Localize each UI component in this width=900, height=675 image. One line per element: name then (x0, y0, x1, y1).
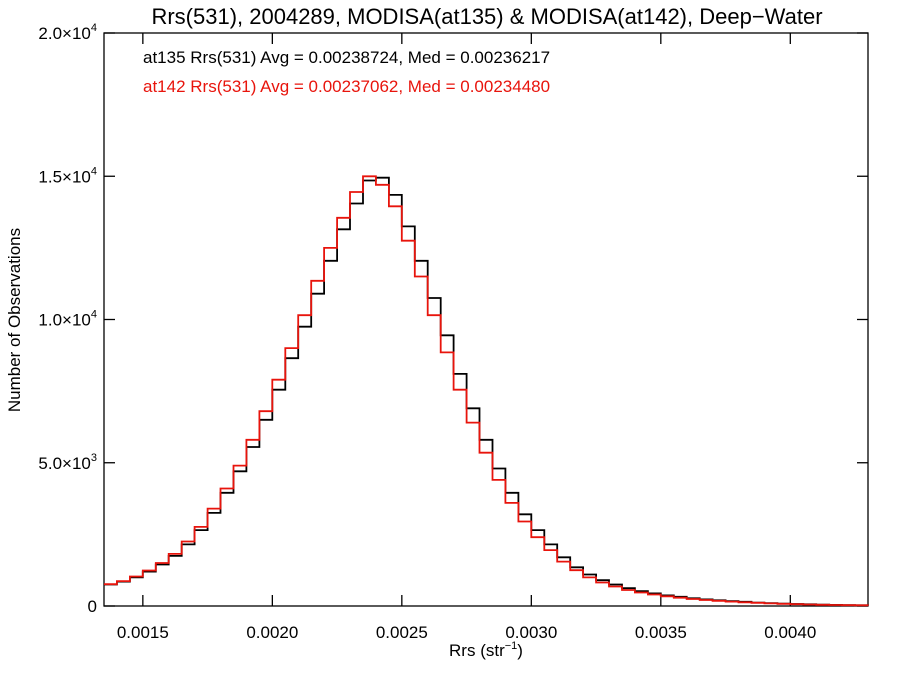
series-1-point (388, 206, 389, 207)
series-1-point (168, 553, 169, 554)
y-tick-label: 2.0×104 (38, 22, 97, 43)
series-line-0 (104, 176, 869, 607)
series-1-point (401, 240, 402, 241)
y-tick-exponent: 3 (91, 452, 97, 464)
y-tick-mantissa: 5.0×10 (38, 454, 90, 473)
series-1-point (375, 184, 376, 185)
y-tick-mantissa: 1.0×10 (38, 311, 90, 330)
series-1-point (479, 452, 480, 453)
series-1-point (220, 488, 221, 489)
series-1-point (829, 604, 830, 605)
series-1-point (544, 550, 545, 551)
series-1-point (583, 577, 584, 578)
series-1-point (337, 217, 338, 218)
series-1-point (842, 605, 843, 606)
y-tick-label: 0 (88, 597, 97, 616)
series-1-point (142, 570, 143, 571)
y-tick-label: 5.0×103 (38, 452, 97, 473)
series-1-point (492, 479, 493, 480)
series-0 (104, 176, 869, 607)
x-axis-label-exponent: −1 (505, 640, 518, 652)
series-1-point (311, 280, 312, 281)
series-1-point (285, 348, 286, 349)
annotations: at135 Rrs(531) Avg = 0.00238724, Med = 0… (143, 48, 550, 96)
annotation-at142: at142 Rrs(531) Avg = 0.00237062, Med = 0… (143, 77, 550, 96)
x-tick-label: 0.0015 (117, 623, 169, 642)
y-tick-exponent: 4 (91, 22, 97, 34)
x-axis-label: Rrs (str−1) (449, 640, 523, 660)
series-1-point (272, 379, 273, 380)
series-1-point (712, 600, 713, 601)
series-1-point (608, 586, 609, 587)
y-tick-exponent: 4 (91, 165, 97, 177)
series-line-1 (104, 175, 869, 607)
series-1-point (803, 604, 804, 605)
y-tick-exponent: 4 (91, 309, 97, 321)
series-1-point (686, 598, 687, 599)
series-1-point (647, 594, 648, 595)
series-1-point (816, 604, 817, 605)
series-1-point (427, 315, 428, 316)
x-tick-label: 0.0025 (376, 623, 428, 642)
y-tick-mantissa: 0 (88, 597, 97, 616)
series-1-point (531, 537, 532, 538)
series-1-point (155, 562, 156, 563)
series-1-point (660, 596, 661, 597)
series-1-point (466, 422, 467, 423)
y-tick-mantissa: 1.5×10 (38, 167, 90, 186)
series-1-point (207, 508, 208, 509)
x-tick-label: 0.0035 (635, 623, 687, 642)
series-1-point (751, 602, 752, 603)
x-axis-label-main: Rrs (str (449, 641, 505, 660)
series-1-point (414, 276, 415, 277)
series-1-point (233, 465, 234, 466)
series-1-point (259, 411, 260, 412)
series-1-point (349, 191, 350, 192)
series-1-point (634, 592, 635, 593)
annotation-at135: at135 Rrs(531) Avg = 0.00238724, Med = 0… (143, 48, 550, 67)
chart-title: Rrs(531), 2004289, MODISA(at135) & MODIS… (151, 4, 822, 29)
series-1-point (362, 176, 363, 177)
series-layer (103, 175, 869, 607)
y-axis-label: Number of Observations (5, 228, 24, 412)
series-1-point (790, 604, 791, 605)
series-1-point (505, 502, 506, 503)
series-1 (103, 175, 869, 607)
series-1-point (738, 602, 739, 603)
series-1-point (764, 603, 765, 604)
series-1-point (181, 541, 182, 542)
series-1-point (103, 584, 104, 585)
series-1-point (867, 605, 868, 606)
x-tick-label: 0.0040 (764, 623, 816, 642)
series-1-point (298, 315, 299, 316)
series-1-point (557, 561, 558, 562)
x-tick-label: 0.0030 (505, 623, 557, 642)
plot-frame (103, 32, 869, 607)
series-1-point (453, 389, 454, 390)
series-1-point (855, 605, 856, 606)
series-1-point (596, 582, 597, 583)
y-tick-label: 1.0×104 (38, 309, 97, 330)
series-1-point (570, 570, 571, 571)
series-1-point (324, 247, 325, 248)
series-1-point (518, 521, 519, 522)
y-tick-mantissa: 2.0×10 (38, 24, 90, 43)
series-1-point (699, 599, 700, 600)
series-1-point (777, 603, 778, 604)
y-tick-label: 1.5×104 (38, 165, 97, 186)
series-1-point (440, 352, 441, 353)
series-1-point (621, 589, 622, 590)
x-tick-label: 0.0020 (246, 623, 298, 642)
series-1-point (129, 576, 130, 577)
x-axis-label-close: ) (517, 641, 523, 660)
series-1-point (673, 597, 674, 598)
x-axis: 0.0015 0.0020 0.0025 0.0030 0.0035 0.0040 (117, 33, 816, 642)
series-1-point (116, 581, 117, 582)
series-1-point (246, 439, 247, 440)
series-1-point (725, 601, 726, 602)
series-1-point (194, 526, 195, 527)
